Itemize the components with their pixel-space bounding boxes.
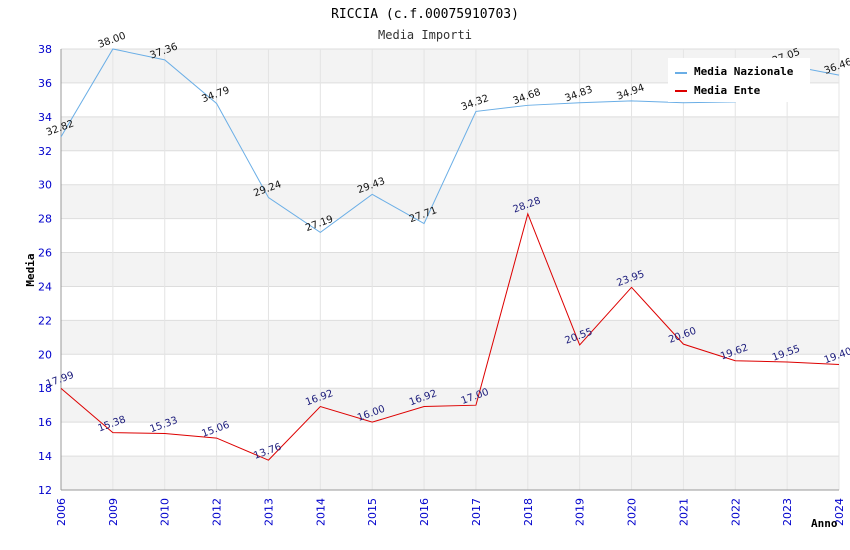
y-tick-label: 38 (38, 43, 52, 56)
series-lines (60, 48, 840, 461)
data-label-nazionale: 34.68 (512, 87, 543, 107)
plot-band (61, 184, 839, 219)
x-tick-label: 2016 (418, 498, 431, 526)
y-tick-label: 12 (38, 484, 52, 497)
y-tick-label: 32 (38, 145, 52, 158)
y-tick-label: 24 (38, 280, 52, 293)
x-tick-label: 2019 (574, 498, 587, 526)
x-tick-label: 2012 (211, 498, 224, 526)
x-tick-label: 2014 (314, 498, 327, 526)
data-label-ente: 17.99 (45, 370, 76, 390)
x-tick-label: 2018 (522, 498, 535, 526)
y-axis-ticks: 12 14 16 18 20 22 24 26 28 30 32 34 36 38 (38, 43, 52, 497)
plot-band (61, 456, 839, 490)
plot-background-bands (61, 49, 839, 490)
plot-band (61, 388, 839, 423)
y-tick-label: 16 (38, 416, 52, 429)
legend-label-nazionale: Media Nazionale (694, 65, 794, 78)
y-tick-label: 30 (38, 179, 52, 192)
x-tick-label: 2023 (781, 498, 794, 526)
series-line-media-ente (60, 212, 840, 461)
x-tick-label: 2009 (107, 498, 120, 526)
chart-subtitle: Media Importi (378, 28, 472, 42)
x-tick-label: 2006 (55, 498, 68, 526)
x-tick-label: 2010 (159, 498, 172, 526)
chart-title: RICCIA (c.f.00075910703) (331, 7, 519, 22)
y-tick-label: 28 (38, 213, 52, 226)
y-tick-label: 20 (38, 348, 52, 361)
plot-band (61, 252, 839, 287)
x-tick-label: 2024 (833, 498, 846, 526)
x-tick-label: 2022 (729, 498, 742, 526)
y-tick-label: 26 (38, 247, 52, 260)
plot-band (61, 116, 839, 151)
y-tick-label: 34 (38, 111, 52, 124)
x-tick-label: 2013 (262, 498, 275, 526)
legend-box (668, 58, 810, 102)
data-label-nazionale: 34.83 (563, 84, 594, 104)
series-line-media-nazionale (60, 48, 840, 233)
x-axis-ticks: 2006 2009 2010 2012 2013 2014 2015 2016 2017 2018… (55, 498, 846, 526)
legend: Media Nazionale Media Ente (668, 58, 810, 102)
x-tick-label: 2020 (626, 498, 639, 526)
y-axis-label: Media (24, 253, 37, 286)
axes (60, 49, 839, 491)
plot-band (61, 320, 839, 355)
data-label-nazionale: 38.00 (97, 31, 128, 51)
y-tick-label: 14 (38, 450, 52, 463)
x-tick-label: 2017 (470, 498, 483, 526)
data-label-nazionale: 34.94 (615, 82, 646, 102)
y-tick-label: 36 (38, 77, 52, 90)
y-tick-label: 22 (38, 314, 52, 327)
x-tick-label: 2021 (677, 498, 690, 526)
x-axis-label: Anno (811, 517, 838, 530)
legend-label-ente: Media Ente (694, 84, 761, 97)
y-tick-label: 18 (38, 382, 52, 395)
x-tick-label: 2015 (366, 498, 379, 526)
data-label-ente: 15.06 (200, 420, 231, 440)
